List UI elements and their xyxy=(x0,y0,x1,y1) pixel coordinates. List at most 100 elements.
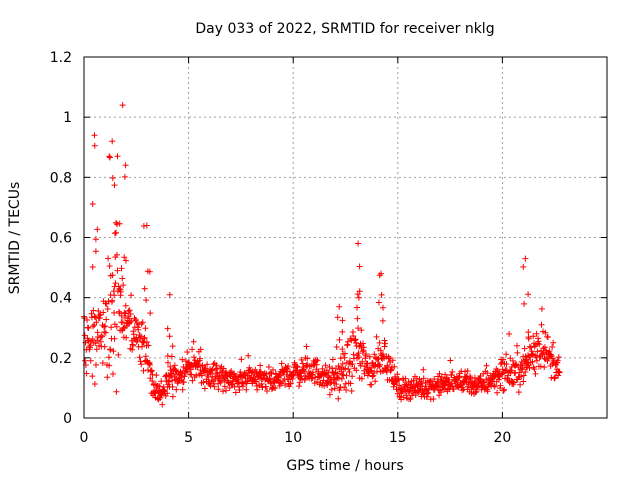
data-point xyxy=(313,361,320,368)
data-point xyxy=(107,154,113,161)
data-point xyxy=(93,361,99,368)
data-point xyxy=(91,132,98,139)
data-point xyxy=(244,378,251,385)
data-point xyxy=(309,375,316,381)
data-point xyxy=(207,382,214,389)
data-point xyxy=(535,338,542,345)
data-point xyxy=(105,255,112,262)
data-point xyxy=(156,383,163,390)
data-point xyxy=(367,364,374,371)
data-point xyxy=(339,346,346,353)
x-tick-label: 5 xyxy=(184,430,193,446)
data-point xyxy=(128,318,135,325)
data-point xyxy=(198,372,205,379)
data-point xyxy=(309,369,316,376)
data-point xyxy=(134,337,141,344)
data-point xyxy=(169,377,176,384)
data-point xyxy=(187,366,194,373)
data-point xyxy=(278,360,285,367)
data-point xyxy=(128,292,135,299)
data-point xyxy=(99,333,106,340)
data-point xyxy=(121,254,128,261)
data-point xyxy=(533,330,540,337)
data-point xyxy=(191,354,197,361)
data-point xyxy=(293,363,300,370)
data-point xyxy=(228,368,235,375)
data-point xyxy=(91,313,98,320)
data-point xyxy=(92,248,99,255)
data-point xyxy=(211,383,218,390)
data-point xyxy=(391,363,398,370)
data-point xyxy=(119,319,126,326)
data-point xyxy=(335,395,342,402)
data-point xyxy=(149,378,156,384)
data-point xyxy=(530,333,537,340)
data-point xyxy=(139,319,146,326)
data-point xyxy=(159,401,166,408)
data-point xyxy=(549,344,556,350)
data-point xyxy=(164,390,171,397)
data-point xyxy=(544,334,551,341)
data-point xyxy=(442,371,449,378)
data-point xyxy=(102,323,109,330)
data-point xyxy=(314,378,321,385)
data-point xyxy=(121,309,128,316)
data-point xyxy=(529,358,536,365)
data-point xyxy=(220,388,226,395)
data-point xyxy=(346,369,353,375)
data-point xyxy=(496,376,502,383)
data-point xyxy=(115,351,122,358)
data-point xyxy=(376,339,383,346)
data-point xyxy=(336,336,343,343)
data-point xyxy=(506,368,513,375)
data-point xyxy=(371,351,378,358)
data-point xyxy=(534,348,541,355)
data-point xyxy=(356,288,363,295)
data-point xyxy=(87,342,94,349)
data-point xyxy=(467,375,474,382)
data-point xyxy=(499,359,505,366)
data-point xyxy=(189,377,196,384)
data-point xyxy=(339,360,346,367)
data-point xyxy=(430,396,437,402)
data-point xyxy=(285,363,292,370)
data-point xyxy=(277,379,284,386)
data-point xyxy=(247,375,254,382)
data-point xyxy=(103,316,110,323)
data-point xyxy=(101,343,108,350)
data-point xyxy=(296,379,303,386)
data-point xyxy=(277,372,284,379)
data-point xyxy=(377,361,383,368)
data-point xyxy=(122,302,129,309)
data-point xyxy=(101,323,107,330)
data-point xyxy=(343,387,350,393)
data-point xyxy=(544,357,551,364)
data-point xyxy=(109,297,116,304)
data-point xyxy=(342,350,348,357)
data-point xyxy=(166,291,173,298)
data-point xyxy=(386,354,392,361)
data-point xyxy=(346,358,353,365)
data-point xyxy=(181,373,188,380)
x-tick-label: 10 xyxy=(284,430,302,446)
data-point xyxy=(136,354,143,361)
data-point xyxy=(120,325,127,332)
data-point xyxy=(184,349,191,355)
data-point xyxy=(333,381,340,388)
data-point xyxy=(92,236,99,243)
data-point xyxy=(236,387,243,393)
data-point xyxy=(554,357,561,364)
data-point xyxy=(381,337,388,344)
x-tick-label: 15 xyxy=(389,430,407,446)
data-point xyxy=(383,369,390,376)
data-point xyxy=(359,358,366,365)
data-point xyxy=(188,371,195,378)
data-point xyxy=(360,344,367,351)
data-point xyxy=(420,366,427,373)
data-point xyxy=(85,325,92,331)
data-point xyxy=(238,356,245,363)
data-point xyxy=(195,361,202,368)
x-tick-label: 20 xyxy=(493,430,511,446)
data-point xyxy=(556,369,563,376)
